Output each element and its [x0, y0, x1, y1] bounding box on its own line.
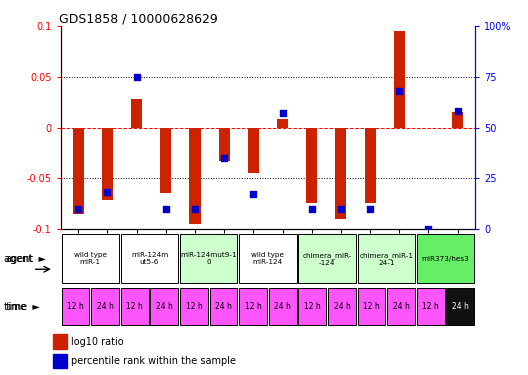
Bar: [387, 288, 415, 325]
Text: 12 h: 12 h: [304, 302, 320, 311]
Text: 24 h: 24 h: [452, 302, 469, 311]
Bar: [91, 288, 119, 325]
Bar: [210, 288, 238, 325]
Point: [278, 110, 287, 116]
Point: [133, 74, 141, 80]
Text: miR-124mut9-1
0: miR-124mut9-1 0: [181, 252, 237, 265]
Text: 24 h: 24 h: [393, 302, 410, 311]
Bar: [62, 234, 119, 284]
Point: [162, 206, 170, 212]
Bar: [219, 128, 230, 161]
Bar: [102, 128, 113, 200]
Bar: [53, 334, 67, 349]
Point: [425, 226, 433, 232]
Bar: [328, 288, 356, 325]
Bar: [62, 288, 89, 325]
Text: chimera_miR-1
24-1: chimera_miR-1 24-1: [360, 252, 413, 266]
Bar: [150, 288, 178, 325]
Bar: [239, 234, 297, 284]
Text: time: time: [5, 302, 27, 312]
Bar: [131, 99, 142, 128]
Bar: [447, 288, 474, 325]
Text: log10 ratio: log10 ratio: [71, 336, 124, 346]
Point: [220, 155, 229, 161]
Bar: [417, 234, 474, 284]
Text: miR-124m
ut5-6: miR-124m ut5-6: [131, 252, 168, 265]
Text: 12 h: 12 h: [126, 302, 143, 311]
Point: [395, 88, 403, 94]
Bar: [73, 128, 84, 214]
Point: [191, 206, 199, 212]
Text: agent  ►: agent ►: [4, 254, 46, 264]
Bar: [121, 288, 149, 325]
Text: 12 h: 12 h: [245, 302, 261, 311]
Bar: [335, 128, 346, 219]
Bar: [357, 288, 385, 325]
Text: 24 h: 24 h: [215, 302, 232, 311]
Bar: [121, 234, 178, 284]
Bar: [239, 288, 267, 325]
Text: time  ►: time ►: [4, 302, 40, 312]
Bar: [180, 288, 208, 325]
Text: chimera_miR-
-124: chimera_miR- -124: [303, 252, 352, 266]
Bar: [364, 128, 375, 203]
Text: 12 h: 12 h: [185, 302, 202, 311]
Text: 24 h: 24 h: [334, 302, 351, 311]
Text: percentile rank within the sample: percentile rank within the sample: [71, 356, 237, 366]
Text: 12 h: 12 h: [422, 302, 439, 311]
Point: [74, 206, 82, 212]
Text: 24 h: 24 h: [156, 302, 173, 311]
Text: 24 h: 24 h: [97, 302, 114, 311]
Text: 12 h: 12 h: [363, 302, 380, 311]
Bar: [161, 128, 172, 194]
Point: [337, 206, 345, 212]
Bar: [190, 128, 201, 224]
Bar: [269, 288, 297, 325]
Point: [366, 206, 374, 212]
Text: GDS1858 / 10000628629: GDS1858 / 10000628629: [59, 12, 218, 25]
Text: miR373/hes3: miR373/hes3: [422, 256, 469, 262]
Text: 24 h: 24 h: [275, 302, 291, 311]
Text: agent: agent: [5, 254, 34, 264]
Point: [307, 206, 316, 212]
Bar: [357, 234, 415, 284]
Bar: [277, 119, 288, 128]
Bar: [53, 354, 67, 368]
Bar: [394, 32, 405, 128]
Bar: [417, 288, 445, 325]
Bar: [298, 234, 356, 284]
Text: wild type
miR-124: wild type miR-124: [251, 252, 285, 265]
Point: [103, 189, 111, 195]
Text: 12 h: 12 h: [67, 302, 84, 311]
Bar: [248, 128, 259, 173]
Bar: [306, 128, 317, 203]
Bar: [298, 288, 326, 325]
Text: wild type
miR-1: wild type miR-1: [74, 252, 107, 265]
Bar: [452, 112, 463, 128]
Point: [249, 191, 258, 197]
Point: [454, 108, 462, 114]
Bar: [180, 234, 238, 284]
